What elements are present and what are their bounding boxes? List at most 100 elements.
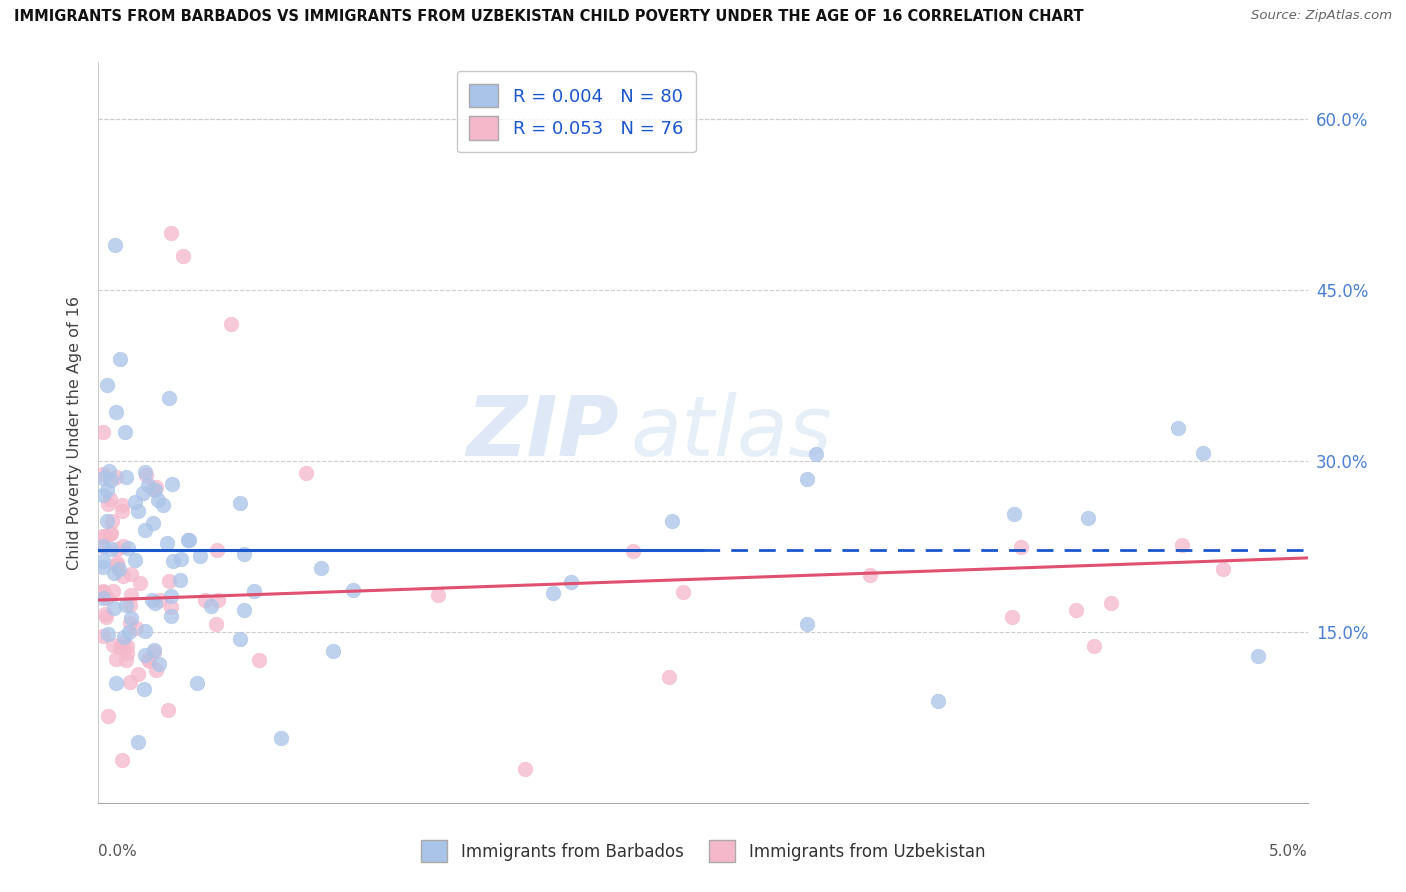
- Point: [156, 703, 179, 717]
- Point: [118, 599, 141, 613]
- Point: [145, 480, 167, 494]
- Point: [188, 549, 211, 563]
- Point: [93, 528, 115, 542]
- Point: [125, 621, 148, 635]
- Point: [342, 582, 364, 597]
- Point: [104, 405, 127, 419]
- Point: [101, 514, 124, 528]
- Point: [796, 472, 818, 486]
- Point: [515, 762, 537, 776]
- Point: [91, 539, 114, 553]
- Point: [427, 588, 450, 602]
- Point: [859, 568, 882, 582]
- Point: [160, 599, 183, 614]
- Point: [97, 627, 120, 641]
- Point: [221, 318, 243, 332]
- Point: [1077, 511, 1099, 525]
- Point: [541, 586, 564, 600]
- Point: [94, 610, 117, 624]
- Point: [117, 625, 139, 640]
- Point: [322, 644, 344, 658]
- Point: [91, 583, 114, 598]
- Point: [1099, 596, 1122, 610]
- Point: [112, 631, 135, 645]
- Point: [159, 608, 181, 623]
- Point: [149, 592, 172, 607]
- Point: [1083, 639, 1105, 653]
- Point: [91, 539, 114, 553]
- Point: [1001, 610, 1024, 624]
- Point: [105, 558, 128, 572]
- Point: [132, 485, 155, 500]
- Text: 5.0%: 5.0%: [1268, 844, 1308, 858]
- Point: [247, 653, 270, 667]
- Point: [91, 591, 114, 605]
- Point: [179, 533, 201, 548]
- Point: [96, 515, 118, 529]
- Point: [152, 498, 174, 512]
- Point: [111, 498, 134, 512]
- Point: [96, 483, 118, 497]
- Point: [115, 470, 138, 484]
- Point: [200, 599, 222, 614]
- Point: [110, 640, 132, 654]
- Point: [148, 493, 170, 508]
- Point: [105, 541, 128, 556]
- Point: [129, 576, 152, 591]
- Point: [98, 491, 121, 506]
- Point: [98, 464, 121, 478]
- Point: [108, 351, 131, 366]
- Point: [117, 541, 139, 556]
- Point: [1064, 603, 1087, 617]
- Point: [186, 675, 208, 690]
- Point: [661, 515, 683, 529]
- Point: [1247, 648, 1270, 663]
- Text: ZIP: ZIP: [465, 392, 619, 473]
- Point: [177, 533, 200, 548]
- Point: [96, 378, 118, 392]
- Point: [658, 669, 681, 683]
- Point: [111, 753, 134, 767]
- Point: [142, 482, 165, 496]
- Point: [120, 675, 142, 690]
- Point: [91, 487, 114, 501]
- Point: [120, 588, 142, 602]
- Point: [105, 470, 128, 484]
- Point: [1212, 562, 1234, 576]
- Point: [97, 497, 120, 511]
- Point: [243, 584, 266, 599]
- Point: [270, 731, 292, 745]
- Point: [103, 600, 125, 615]
- Point: [159, 590, 181, 604]
- Point: [135, 467, 157, 482]
- Point: [134, 624, 156, 639]
- Point: [124, 495, 146, 509]
- Point: [91, 471, 114, 485]
- Point: [127, 734, 149, 748]
- Point: [143, 596, 166, 610]
- Point: [138, 654, 160, 668]
- Point: [120, 610, 142, 624]
- Point: [141, 593, 163, 607]
- Point: [134, 648, 156, 662]
- Point: [560, 574, 582, 589]
- Point: [157, 391, 180, 405]
- Point: [160, 227, 183, 241]
- Point: [91, 554, 114, 568]
- Point: [115, 646, 138, 660]
- Point: [1167, 420, 1189, 434]
- Point: [134, 523, 156, 537]
- Point: [927, 694, 949, 708]
- Point: [145, 664, 167, 678]
- Point: [114, 425, 136, 439]
- Point: [229, 496, 252, 510]
- Point: [100, 542, 122, 557]
- Point: [143, 645, 166, 659]
- Point: [100, 526, 122, 541]
- Y-axis label: Child Poverty Under the Age of 16: Child Poverty Under the Age of 16: [67, 295, 83, 570]
- Point: [91, 585, 114, 599]
- Point: [104, 237, 127, 252]
- Point: [155, 536, 177, 550]
- Point: [91, 629, 114, 643]
- Point: [96, 591, 118, 606]
